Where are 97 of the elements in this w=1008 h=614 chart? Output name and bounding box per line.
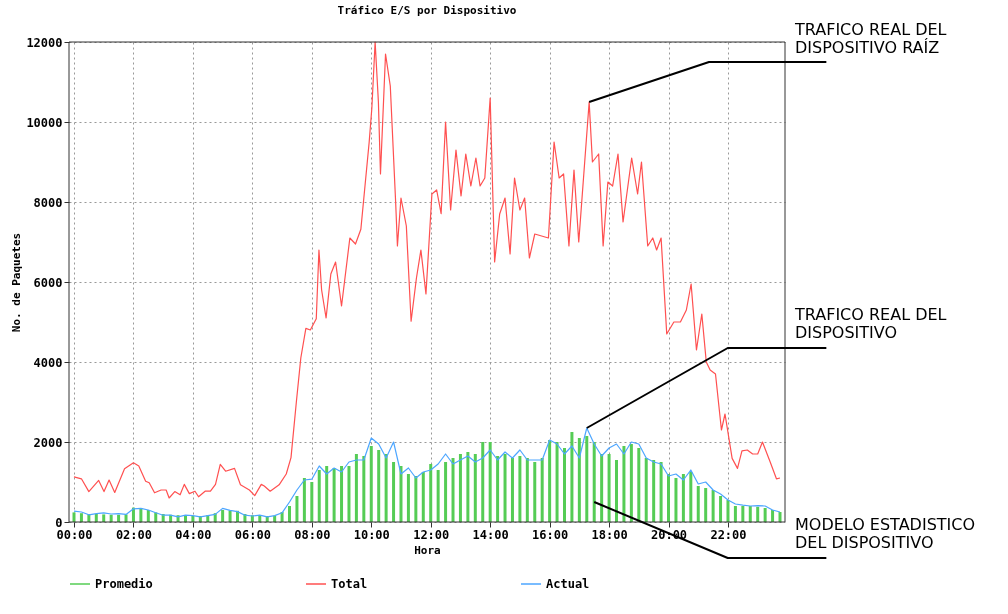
bar <box>466 452 470 522</box>
bar <box>102 514 106 522</box>
bar <box>362 456 366 522</box>
bar <box>533 462 537 522</box>
bar <box>414 476 418 522</box>
bar <box>310 482 314 522</box>
x-tick-label: 10:00 <box>353 527 390 542</box>
bar <box>481 442 485 522</box>
bar <box>496 456 500 522</box>
bar <box>79 513 83 522</box>
bar <box>659 462 663 522</box>
bar <box>741 506 745 522</box>
bar <box>347 466 351 522</box>
bar <box>600 454 604 522</box>
chart-title: Tráfico E/S por Dispositivo <box>337 4 517 17</box>
bar <box>436 470 440 522</box>
bar <box>399 466 403 522</box>
bar <box>288 506 292 522</box>
legend-label: Total <box>331 577 368 591</box>
bar <box>592 442 596 522</box>
bar <box>525 458 529 522</box>
bar <box>354 454 358 522</box>
bar <box>325 466 329 522</box>
bar <box>585 436 589 522</box>
bar <box>317 470 321 522</box>
bar <box>622 446 626 522</box>
bar <box>629 444 633 522</box>
bar <box>488 442 492 522</box>
bar <box>726 500 730 522</box>
x-tick-label: 16:00 <box>532 527 569 542</box>
bar <box>473 454 477 522</box>
line-series <box>73 41 781 499</box>
bar <box>340 466 344 522</box>
bar <box>458 454 462 522</box>
bar <box>503 454 507 522</box>
bar <box>384 454 388 522</box>
y-tick-label: 6000 <box>33 275 63 290</box>
x-tick-label: 00:00 <box>56 527 93 542</box>
bar <box>615 460 619 522</box>
x-tick-label: 22:00 <box>710 527 747 542</box>
bar <box>421 472 425 522</box>
bar <box>295 496 299 522</box>
bar <box>302 478 306 522</box>
bar <box>577 438 581 522</box>
bar <box>644 458 648 522</box>
bar <box>689 472 693 522</box>
bar <box>562 448 566 522</box>
y-tick-label: 8000 <box>33 195 63 210</box>
bar <box>451 458 455 522</box>
y-tick-label: 0 <box>55 515 63 530</box>
x-tick-label: 14:00 <box>472 527 509 542</box>
bar <box>221 510 225 522</box>
x-tick-label: 06:00 <box>234 527 271 542</box>
bar <box>681 474 685 522</box>
bar <box>555 442 559 522</box>
bar <box>733 506 737 522</box>
annotation: MODELO ESTADISTICO DEL DISPOSITIVO <box>795 515 976 552</box>
y-axis-title: No. de Paquetes <box>10 232 24 333</box>
bar <box>667 474 671 522</box>
y-tick-label: 2000 <box>33 435 63 450</box>
x-axis-title: Hora <box>414 543 441 557</box>
bar <box>696 486 700 522</box>
y-tick-label: 12000 <box>26 35 63 50</box>
bar <box>369 446 373 522</box>
bar <box>704 488 708 522</box>
bar <box>756 506 760 522</box>
bar <box>719 496 723 522</box>
bar <box>406 474 410 522</box>
bar <box>674 478 678 522</box>
bar <box>607 454 611 522</box>
line-series <box>73 427 781 518</box>
legend-label: Actual <box>546 577 590 591</box>
x-tick-label: 08:00 <box>294 527 331 542</box>
bar <box>637 448 641 522</box>
bar <box>377 450 381 522</box>
bar <box>540 458 544 522</box>
bar <box>763 508 767 522</box>
y-tick-label: 4000 <box>33 355 63 370</box>
bar <box>510 458 514 522</box>
x-tick-label: 04:00 <box>175 527 212 542</box>
legend-label: Promedio <box>95 577 153 591</box>
y-tick-label: 10000 <box>26 115 63 130</box>
x-tick-label: 02:00 <box>115 527 153 542</box>
bar <box>518 456 522 522</box>
bar <box>570 432 574 522</box>
annotation: TRAFICO REAL DEL DISPOSITIVO RAÍZ <box>794 20 947 57</box>
bar <box>548 440 552 522</box>
bar <box>711 490 715 522</box>
bar <box>392 462 396 522</box>
bar <box>444 462 448 522</box>
annotation: TRAFICO REAL DEL DISPOSITIVO <box>794 305 947 342</box>
bar <box>332 468 336 522</box>
bar <box>429 464 433 522</box>
x-tick-label: 12:00 <box>413 527 450 542</box>
bar <box>72 512 76 522</box>
x-tick-label: 18:00 <box>591 527 628 542</box>
bar <box>652 460 656 522</box>
